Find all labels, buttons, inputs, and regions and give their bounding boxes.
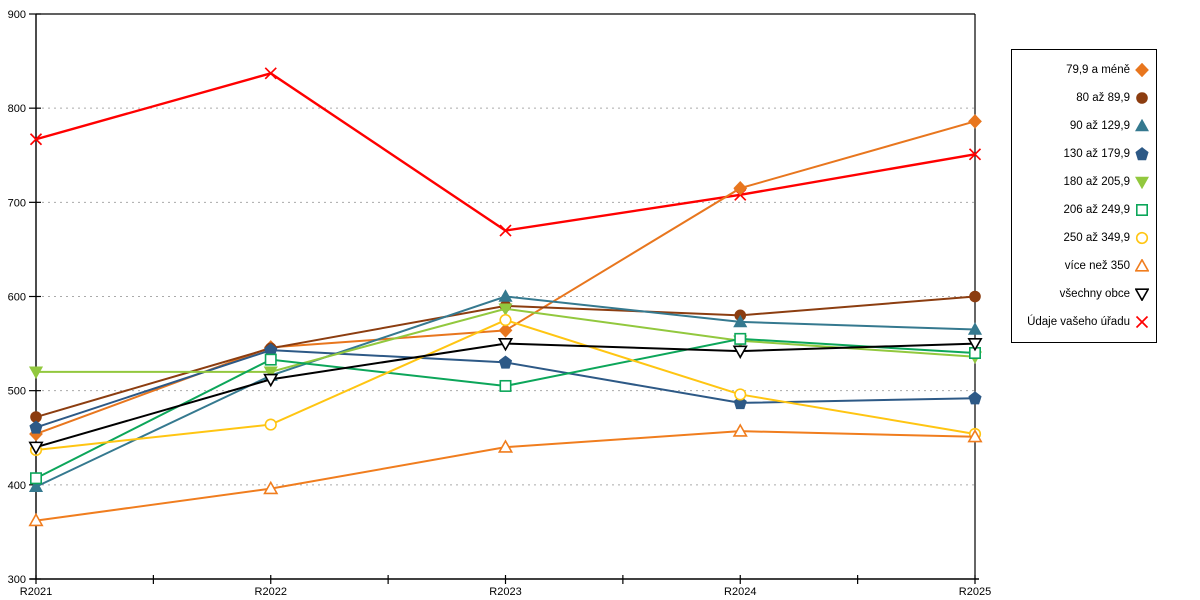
- marker-triangle-up: [28, 479, 44, 493]
- legend-label: Údaje vašeho úřadu: [1027, 316, 1130, 328]
- marker-pentagon: [498, 355, 513, 369]
- marker-triangle-up: [967, 428, 983, 443]
- marker-triangle-down: [498, 303, 513, 316]
- legend-marker-square-icon: [1135, 203, 1149, 217]
- legend-item: více než 350: [1012, 255, 1156, 277]
- legend-marker-triangle-up-icon: [1134, 258, 1150, 273]
- marker-diamond: [498, 323, 513, 338]
- marker-diamond: [1135, 62, 1149, 78]
- marker-triangle-down: [263, 366, 278, 380]
- legend-label: 250 až 349,9: [1063, 232, 1130, 244]
- marker-square: [499, 379, 512, 392]
- marker-square: [1135, 203, 1148, 216]
- x-tick-label: R2021: [20, 586, 52, 598]
- y-tick-label: 700: [8, 197, 26, 209]
- marker-pentagon: [29, 420, 43, 434]
- marker-triangle-up: [733, 314, 748, 328]
- legend-item: 79,9 a méně: [1012, 59, 1156, 81]
- legend-marker-triangle-down-icon: [1134, 287, 1150, 302]
- y-tick-label: 900: [8, 9, 26, 21]
- marker-x: [264, 67, 277, 80]
- marker-triangle-up: [497, 439, 514, 453]
- x-tick-label: R2025: [959, 586, 991, 598]
- marker-triangle-up: [732, 423, 748, 437]
- marker-square: [264, 353, 277, 366]
- marker-triangle-up: [1134, 258, 1150, 272]
- marker-pentagon: [968, 391, 982, 405]
- marker-triangle-down: [28, 441, 44, 455]
- y-tick-label: 300: [8, 574, 26, 586]
- y-tick-label: 400: [8, 480, 26, 492]
- legend-marker-circle-icon: [1135, 231, 1149, 245]
- marker-triangle-up: [263, 480, 279, 495]
- x-tick-label: R2024: [724, 586, 756, 598]
- legend-label: 180 až 205,9: [1063, 176, 1130, 188]
- marker-circle: [969, 290, 981, 303]
- legend-label: více než 350: [1064, 260, 1130, 272]
- marker-triangle-down: [1134, 288, 1150, 302]
- marker-triangle-down: [497, 337, 514, 352]
- legend-item: všechny obce: [1012, 283, 1156, 305]
- marker-square: [734, 332, 747, 345]
- marker-triangle-up: [1134, 118, 1150, 132]
- marker-triangle-down: [732, 345, 748, 359]
- marker-circle: [264, 418, 277, 431]
- legend-label: 80 až 89,9: [1076, 92, 1130, 104]
- marker-triangle-down: [28, 366, 44, 380]
- marker-pentagon: [1135, 147, 1149, 161]
- marker-triangle-up: [498, 289, 513, 302]
- legend-label: všechny obce: [1059, 288, 1130, 300]
- marker-circle: [734, 388, 747, 401]
- legend-label: 130 až 179,9: [1063, 148, 1130, 160]
- marker-circle: [1136, 92, 1148, 104]
- legend-item: 250 až 349,9: [1012, 227, 1156, 249]
- legend-item: 206 až 249,9: [1012, 199, 1156, 221]
- legend-marker-x-icon: [1135, 315, 1149, 329]
- legend-item: 90 až 129,9: [1012, 115, 1156, 137]
- legend-marker-triangle-down-icon: [1134, 175, 1150, 190]
- marker-diamond: [733, 180, 748, 196]
- y-tick-label: 600: [8, 292, 26, 304]
- legend-label: 206 až 249,9: [1063, 204, 1130, 216]
- legend-marker-circle-icon: [1135, 91, 1149, 105]
- legend-marker-triangle-up-icon: [1134, 118, 1150, 133]
- marker-triangle-down: [263, 373, 279, 388]
- marker-triangle-up: [967, 322, 983, 335]
- marker-x: [1135, 315, 1149, 329]
- marker-triangle-down: [1134, 176, 1150, 190]
- legend-item: 180 až 205,9: [1012, 171, 1156, 193]
- x-tick-label: R2023: [489, 586, 521, 598]
- y-tick-label: 800: [8, 103, 26, 115]
- y-tick-label: 500: [8, 386, 26, 398]
- chart-legend: 79,9 a méně 80 až 89,9 90 až 129,9 130 až 1…: [1011, 49, 1157, 343]
- legend-item: 80 až 89,9: [1012, 87, 1156, 109]
- marker-triangle-up: [28, 512, 44, 527]
- legend-label: 90 až 129,9: [1069, 120, 1130, 132]
- marker-square: [29, 472, 42, 485]
- legend-item: 130 až 179,9: [1012, 143, 1156, 165]
- legend-item: Údaje vašeho úřadu: [1012, 311, 1156, 333]
- marker-x: [499, 224, 512, 237]
- marker-x: [968, 148, 982, 161]
- legend-label: 79,9 a méně: [1066, 64, 1130, 76]
- marker-x: [29, 133, 43, 146]
- x-tick-label: R2022: [255, 586, 287, 598]
- marker-circle: [1135, 231, 1149, 245]
- series-line: [35, 72, 976, 232]
- legend-marker-pentagon-icon: [1135, 147, 1149, 161]
- marker-diamond: [968, 114, 982, 129]
- marker-circle: [499, 313, 512, 327]
- marker-triangle-down: [967, 337, 983, 352]
- legend-marker-diamond-icon: [1135, 62, 1149, 78]
